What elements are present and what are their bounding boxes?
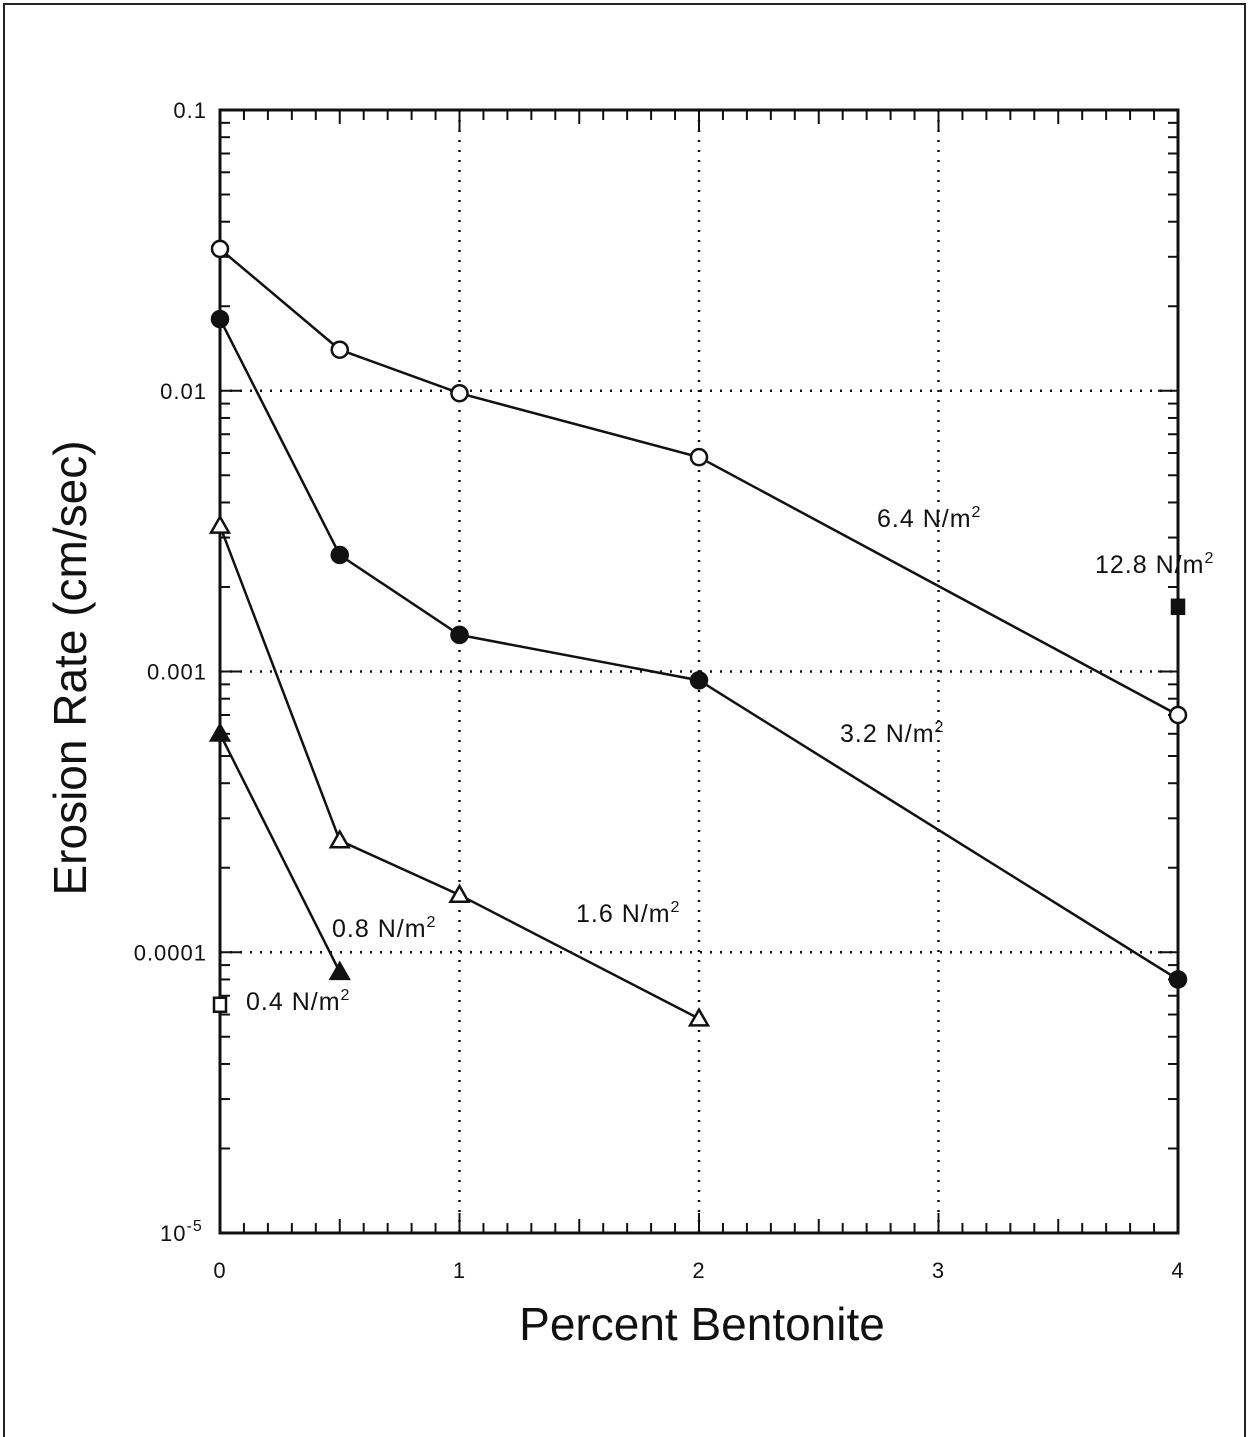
data-point-square-filled (1170, 598, 1186, 616)
data-point-triangle-filled (328, 960, 351, 981)
series-label-main: 6.4 N/m (877, 505, 972, 533)
series-label-main: 0.8 N/m (332, 915, 427, 943)
data-point-triangle-open (328, 829, 351, 849)
data-point-triangle-filled (208, 722, 232, 742)
series-label: 0.4 N/m2 (246, 987, 350, 1016)
series-line (218, 733, 341, 973)
series-label-exponent: 2 (972, 504, 982, 521)
y-tick-label-exponent: -5 (186, 1218, 202, 1235)
x-tick-label: 1 (453, 1258, 466, 1283)
series-label-exponent: 2 (1204, 550, 1214, 567)
series-label: 1.6 N/m2 (576, 899, 680, 928)
series-label-exponent: 2 (671, 899, 681, 916)
y-tick-label-main: 0.1 (173, 98, 207, 123)
y-tick-label: 0.0001 (134, 940, 207, 965)
series-1 (210, 309, 1188, 989)
series-2 (208, 514, 711, 1027)
series-label: 12.8 N/m2 (1095, 550, 1214, 579)
series-labels: 6.4 N/m23.2 N/m21.6 N/m20.8 N/m20.4 N/m2… (246, 504, 1214, 1016)
y-tick-label: 0.01 (160, 379, 207, 404)
data-point-circle-open (450, 383, 469, 403)
y-tick-label-main: 0.01 (160, 379, 207, 404)
series-5 (1170, 598, 1186, 616)
data-point-circle-filled (1168, 970, 1188, 989)
series-label-exponent: 2 (341, 987, 351, 1004)
y-tick-label: 10-5 (160, 1218, 203, 1246)
data-point-circle-open (330, 340, 349, 359)
y-tick-label-main: 0.001 (147, 660, 207, 685)
data-point-triangle-open (448, 883, 471, 903)
data-point-circle-filled (210, 309, 230, 329)
axis-ticks (219, 110, 1179, 1234)
y-tick-label-main: 0.0001 (134, 940, 207, 965)
y-axis-title: Erosion Rate (cm/sec) (44, 440, 96, 895)
plot-area-border (218, 108, 1180, 1235)
series-label: 0.8 N/m2 (332, 914, 436, 943)
data-point-circle-filled (450, 625, 469, 645)
series-label: 6.4 N/m2 (877, 504, 981, 533)
x-tick-label: 2 (692, 1258, 705, 1283)
data-point-circle-filled (330, 545, 349, 565)
series-label-main: 0.4 N/m (246, 988, 341, 1016)
series-label-exponent: 2 (935, 719, 945, 736)
series-layer (208, 239, 1188, 1027)
data-point-circle-open (210, 239, 230, 259)
data-point-triangle-open (687, 1007, 711, 1027)
series-line (218, 525, 700, 1020)
y-tick-label-main: 10 (160, 1221, 186, 1246)
y-tick-label: 0.001 (147, 660, 207, 685)
data-point-square-open (212, 996, 228, 1014)
series-label-main: 12.8 N/m (1095, 551, 1204, 579)
series-label-exponent: 2 (427, 914, 437, 931)
tick-labels: 0 1 2 3 4 0.1 0.01 0.001 0.0001 10-5 (134, 98, 1184, 1283)
series-4 (212, 996, 228, 1014)
data-point-circle-filled (689, 671, 709, 690)
data-point-circle-open (1168, 705, 1188, 725)
data-point-circle-open (689, 447, 709, 467)
series-label: 3.2 N/m2 (840, 719, 944, 748)
x-tick-label: 0 (213, 1258, 226, 1283)
y-tick-label: 0.1 (173, 98, 207, 123)
series-0 (210, 239, 1188, 725)
figure-frame (3, 3, 1246, 1437)
series-label-main: 1.6 N/m (576, 900, 671, 928)
x-tick-label: 4 (1171, 1258, 1184, 1283)
x-tick-label: 3 (932, 1258, 945, 1283)
series-3 (208, 722, 351, 981)
x-axis-title: Percent Bentonite (519, 1298, 885, 1350)
series-label-main: 3.2 N/m (840, 720, 935, 748)
data-point-triangle-open (208, 514, 232, 534)
